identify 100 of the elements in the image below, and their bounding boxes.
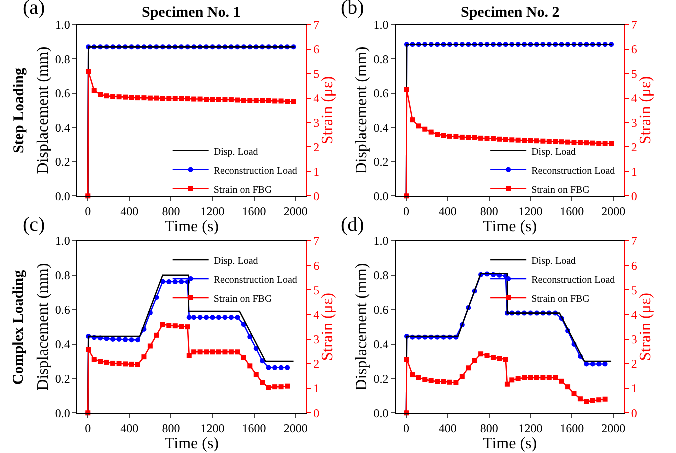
y2-tick-label: 3	[314, 116, 320, 130]
y2-axis-title: Strain (με)	[320, 76, 337, 145]
y2-tick-label: 3	[631, 332, 638, 347]
text: (c)	[23, 214, 46, 236]
y2-axis-title: Strain (με)	[320, 292, 337, 362]
text: Disp. Load	[532, 256, 576, 267]
x-tick-label: 400	[438, 422, 457, 436]
x-axis-title: Time (s)	[164, 436, 220, 453]
x-tick-label: 2000	[602, 204, 626, 219]
legend-label: Strain on FBG	[532, 184, 590, 196]
y-tick-label: 0.2	[55, 372, 70, 386]
x-tick-label: 1600	[560, 204, 584, 219]
x-tick-label: 1200	[200, 422, 225, 436]
y2-tick-label: 2	[631, 140, 638, 154]
y2-tick-label: 7	[631, 18, 638, 32]
y2-tick-label: 1	[314, 164, 320, 179]
y2-tick-label: 7	[631, 234, 638, 248]
x-tick-label: 800	[162, 204, 180, 219]
chart-title: Specimen No. 1	[142, 5, 241, 21]
y-tick-label: 1.0	[55, 18, 70, 32]
text: Step Loading	[11, 68, 28, 154]
x-tick-label: 800	[480, 204, 498, 219]
y-tick-label: 1.0	[55, 234, 70, 248]
x-tick-label: 400	[120, 204, 139, 219]
y2-tick-label: 5	[631, 283, 638, 298]
legend-label: Strain on FBG	[214, 294, 272, 305]
text: (a)	[23, 0, 46, 19]
y2-tick-label: 6	[631, 42, 638, 57]
y2-tick-label: 4	[314, 92, 320, 106]
y2-tick-label: 5	[631, 67, 638, 82]
x-tick-label: 800	[480, 422, 498, 436]
y-tick-label: 1.0	[374, 18, 389, 32]
y2-tick-label: 7	[314, 234, 320, 248]
y2-tick-label: 4	[631, 92, 638, 106]
y-tick-label: 0.8	[55, 268, 70, 283]
x-tick-label: 1200	[200, 204, 225, 219]
text: Complex Loading	[10, 270, 27, 385]
y-axis-title: Displacement (mm)	[35, 46, 52, 174]
y-axis-title: Displacement (mm)	[35, 263, 52, 391]
y2-tick-label: 2	[314, 140, 320, 154]
legend-label: Reconstruction Load	[214, 274, 298, 286]
x-tick-label: 1600	[560, 422, 584, 436]
text: (b)	[341, 0, 364, 19]
legend-label: Disp. Load	[532, 146, 576, 158]
y2-tick-label: 4	[314, 308, 320, 322]
y-tick-label: 0.4	[55, 337, 70, 352]
y-tick-label: 0.4	[374, 337, 389, 352]
text: Disp. Load	[214, 256, 258, 267]
x-axis-title: Time (s)	[482, 436, 538, 453]
y2-tick-label: 0	[631, 406, 638, 420]
y-tick-label: 0.0	[374, 189, 389, 204]
x-tick-label: 400	[438, 204, 457, 219]
x-tick-label: 1600	[242, 422, 266, 436]
y2-tick-label: 5	[314, 67, 320, 82]
y-tick-label: 0.6	[374, 303, 389, 318]
y2-tick-label: 5	[314, 283, 320, 298]
y2-tick-label: 3	[631, 116, 638, 130]
y-tick-label: 0.6	[55, 86, 70, 101]
y2-axis-title: Strain (με)	[637, 292, 654, 362]
y-tick-label: 0.2	[374, 372, 389, 386]
x-tick-label: 0	[403, 204, 410, 219]
chart-title: Specimen No. 2	[461, 5, 560, 21]
x-tick-label: 400	[120, 422, 139, 436]
x-tick-label: 0	[85, 204, 92, 219]
y-tick-label: 0.8	[374, 52, 389, 66]
y-tick-label: 0.0	[374, 406, 389, 420]
y2-tick-label: 3	[314, 332, 320, 347]
legend-label: Strain on FBG	[214, 184, 272, 196]
legend-label: Disp. Load	[214, 146, 258, 158]
y-tick-label: 0.0	[55, 189, 70, 204]
y-tick-label: 1.0	[374, 234, 389, 248]
x-tick-label: 800	[162, 422, 180, 436]
y-tick-label: 0.2	[374, 155, 389, 170]
legend-label: Reconstruction Load	[532, 274, 616, 286]
legend-label: Strain on FBG	[532, 294, 590, 305]
y-tick-label: 0.8	[374, 268, 389, 283]
x-axis-title: Time (s)	[482, 218, 538, 236]
y2-tick-label: 0	[314, 406, 320, 420]
y-tick-label: 0.6	[55, 303, 70, 318]
x-tick-label: 2000	[284, 422, 308, 436]
y-tick-label: 0.4	[374, 120, 389, 135]
y-axis-title: Displacement (mm)	[354, 46, 371, 174]
y2-tick-label: 4	[631, 308, 638, 322]
y2-tick-label: 7	[314, 18, 320, 32]
x-tick-label: 2000	[602, 422, 626, 436]
legend-label: Reconstruction Load	[214, 166, 298, 177]
y2-tick-label: 6	[631, 258, 638, 273]
y-tick-label: 0.4	[55, 120, 70, 135]
text: (d)	[341, 214, 364, 236]
y2-tick-label: 6	[314, 258, 320, 273]
y2-tick-label: 2	[631, 357, 638, 372]
x-tick-label: 1600	[242, 204, 266, 219]
x-tick-label: 1200	[518, 204, 543, 219]
x-tick-label: 0	[403, 422, 410, 436]
y-tick-label: 0.2	[55, 155, 70, 170]
x-tick-label: 1200	[518, 422, 543, 436]
x-tick-label: 0	[85, 422, 92, 436]
y2-tick-label: 1	[631, 164, 638, 179]
y2-tick-label: 1	[631, 382, 638, 396]
y2-axis-title: Strain (με)	[637, 76, 654, 145]
